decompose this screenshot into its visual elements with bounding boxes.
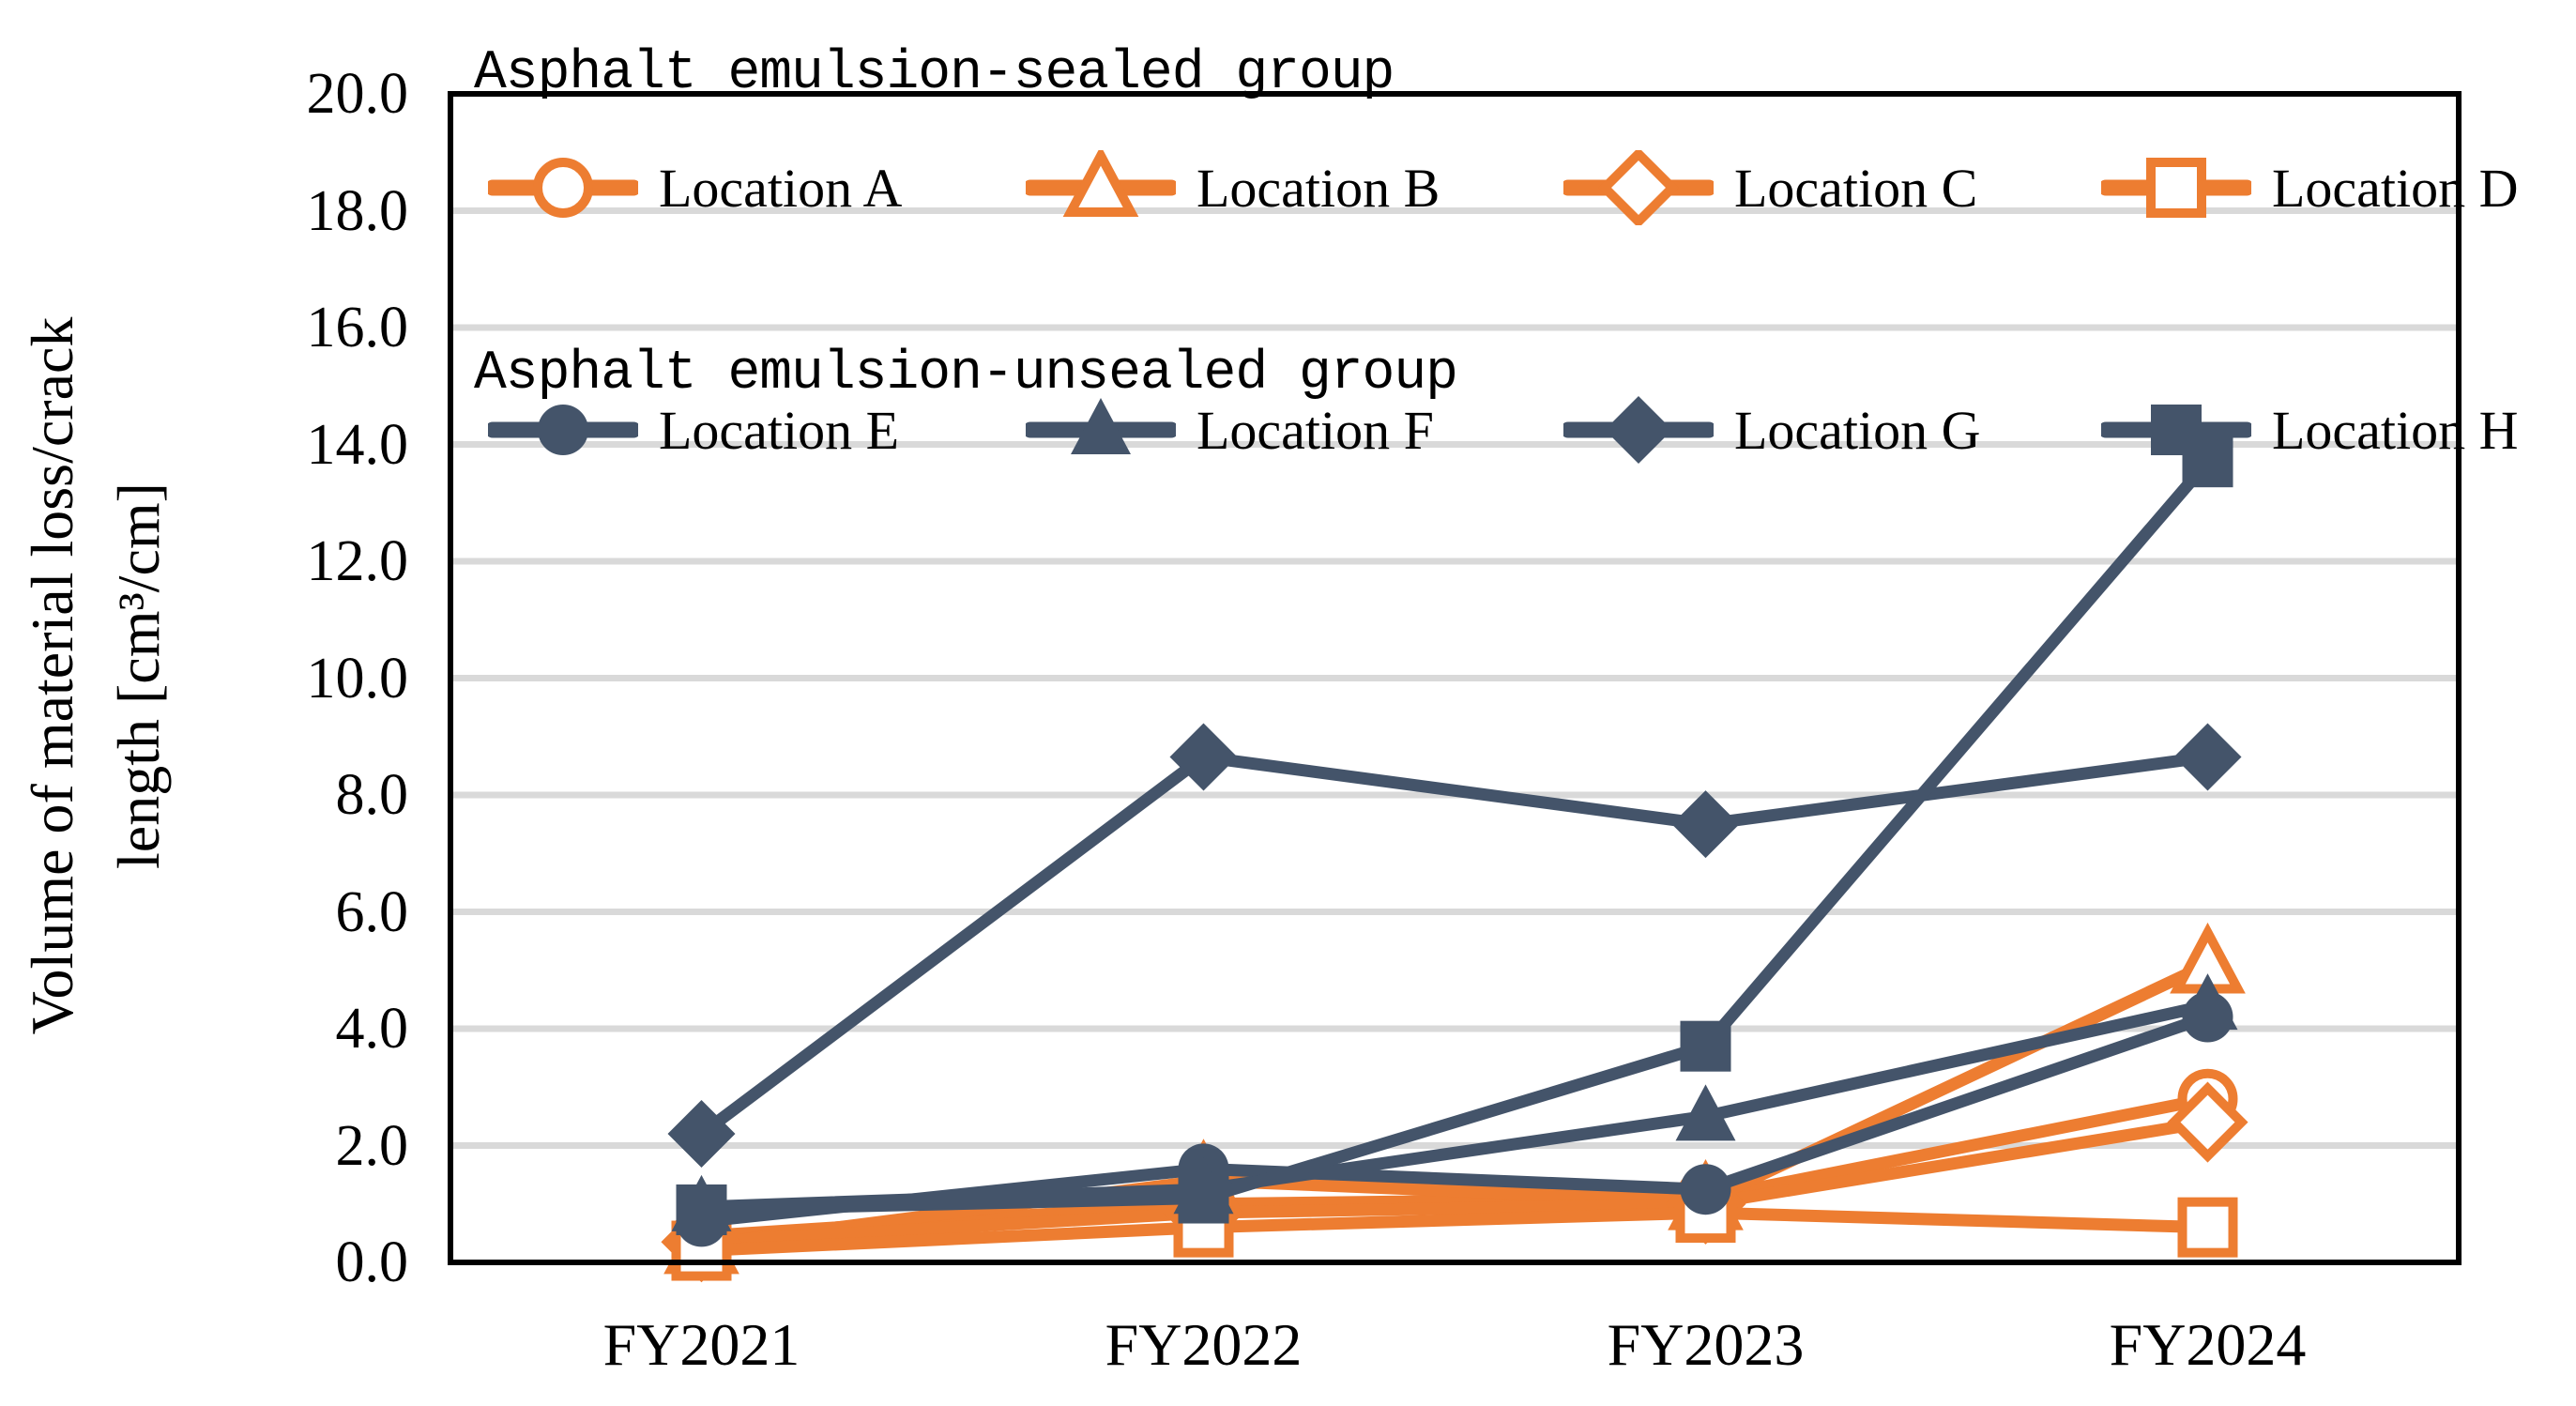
- x-tick-label: FY2023: [1607, 1311, 1805, 1378]
- circle-marker: [1680, 1164, 1731, 1215]
- legend-marker-diamond-icon: [1563, 396, 1714, 464]
- series-line-location-b: [695, 958, 2214, 1251]
- legend-item-location-h: Location H: [2101, 392, 2519, 467]
- legend-item-location-f: Location F: [1026, 392, 1434, 467]
- x-tick-label: FY2021: [602, 1311, 800, 1378]
- y-tick-label: 18.0: [306, 178, 409, 243]
- legend-marker-diamond-icon: [1563, 150, 1714, 225]
- series-line-location-g: [695, 751, 2214, 1140]
- legend-label: Location C: [1734, 157, 1978, 219]
- x-tick-label: FY2022: [1105, 1311, 1303, 1378]
- series-line-location-d: [695, 1206, 2214, 1258]
- diamond-marker: [1605, 396, 1672, 464]
- x-tick-label: FY2024: [2109, 1311, 2307, 1378]
- legend-label: Location B: [1197, 157, 1440, 219]
- legend-label: Location H: [2272, 399, 2519, 461]
- triangle-marker: [2177, 973, 2238, 1031]
- diamond-marker: [1597, 150, 1680, 225]
- legend-label: Location E: [659, 399, 900, 461]
- legend-label: Location D: [2272, 157, 2519, 219]
- circle-marker: [538, 405, 588, 455]
- legend-item-location-b: Location B: [1026, 150, 1440, 225]
- y-tick-label: 10.0: [306, 646, 409, 711]
- legend-marker-triangle-icon: [1026, 150, 1176, 217]
- triangle-marker: [1071, 398, 1131, 454]
- legend-item-location-e: Location E: [488, 392, 899, 467]
- y-tick-label: 8.0: [335, 763, 409, 827]
- diamond-marker: [667, 1100, 736, 1169]
- square-marker: [1178, 1172, 1229, 1224]
- legend-label: Location A: [659, 157, 903, 219]
- series-line-location-a: [695, 1093, 2214, 1243]
- y-tick-label: 4.0: [335, 997, 409, 1061]
- square-marker: [2151, 405, 2202, 455]
- square-marker: [2146, 158, 2206, 218]
- series-line-location-h: [695, 455, 2214, 1216]
- diamond-marker: [2167, 1081, 2248, 1163]
- y-tick-label: 6.0: [335, 879, 409, 944]
- diamond-marker: [2173, 723, 2242, 791]
- legend-group-title-sealed: Asphalt emulsion-sealed group: [474, 43, 1395, 104]
- legend-group-title-unsealed: Asphalt emulsion-unsealed group: [474, 344, 1458, 405]
- y-tick-label: 2.0: [335, 1113, 409, 1178]
- legend-marker-square-icon: [2101, 405, 2251, 455]
- triangle-marker: [1675, 1084, 1736, 1141]
- square-marker: [676, 1184, 727, 1235]
- legend-row-sealed: Location A Location B Location C Location D: [0, 150, 2576, 225]
- triangle-marker: [1062, 150, 1139, 217]
- legend-item-location-c: Location C: [1563, 150, 1977, 225]
- square-marker: [2177, 1197, 2238, 1258]
- y-axis-title-line1: Volume of material loss/crack: [19, 316, 85, 1035]
- legend-row-unsealed: Location E Location F Location G Location H: [0, 392, 2576, 467]
- legend-label: Location G: [1734, 399, 1981, 461]
- y-tick-label: 12.0: [306, 529, 409, 593]
- diamond-marker: [1169, 723, 1238, 791]
- y-tick-label: 16.0: [306, 296, 409, 359]
- circle-marker: [533, 158, 593, 218]
- series-line-location-c: [695, 1116, 2214, 1248]
- legend-marker-square-icon: [2101, 158, 2251, 218]
- legend-marker-circle-icon: [488, 405, 638, 455]
- legend-marker-triangle-icon: [1026, 398, 1176, 454]
- square-marker: [1680, 1020, 1731, 1072]
- legend-item-location-a: Location A: [488, 150, 902, 225]
- plot-border: [448, 91, 2462, 1265]
- y-tick-label: 14.0: [306, 412, 409, 477]
- legend-label: Location F: [1197, 399, 1434, 461]
- legend-marker-circle-icon: [488, 158, 638, 218]
- y-tick-label: 0.0: [335, 1230, 409, 1294]
- diamond-marker: [1671, 790, 1740, 859]
- legend-item-location-g: Location G: [1563, 392, 1981, 467]
- y-tick-label: 20.0: [306, 62, 409, 126]
- legend-item-location-d: Location D: [2101, 150, 2519, 225]
